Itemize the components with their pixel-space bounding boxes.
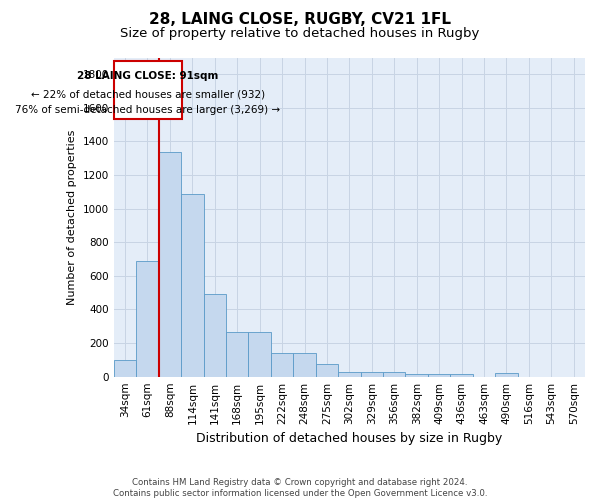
X-axis label: Distribution of detached houses by size in Rugby: Distribution of detached houses by size … [196, 432, 503, 445]
Bar [316, 364, 338, 376]
Text: ← 22% of detached houses are smaller (932): ← 22% of detached houses are smaller (93… [31, 90, 265, 100]
Bar [406, 374, 428, 376]
Bar [136, 261, 158, 376]
Text: 28 LAING CLOSE: 91sqm: 28 LAING CLOSE: 91sqm [77, 71, 219, 81]
Bar [293, 353, 316, 376]
Bar [114, 360, 136, 376]
Bar [428, 374, 451, 376]
Bar [203, 294, 226, 376]
Bar [495, 374, 518, 376]
Bar [271, 353, 293, 376]
Bar [338, 372, 361, 376]
Bar [158, 152, 181, 376]
Text: 76% of semi-detached houses are larger (3,269) →: 76% of semi-detached houses are larger (… [16, 106, 281, 116]
Text: Contains HM Land Registry data © Crown copyright and database right 2024.
Contai: Contains HM Land Registry data © Crown c… [113, 478, 487, 498]
Bar [181, 194, 203, 376]
Text: 28, LAING CLOSE, RUGBY, CV21 1FL: 28, LAING CLOSE, RUGBY, CV21 1FL [149, 12, 451, 28]
Y-axis label: Number of detached properties: Number of detached properties [67, 130, 77, 305]
Bar [383, 372, 406, 376]
Bar [451, 374, 473, 376]
Bar [361, 372, 383, 376]
Text: Size of property relative to detached houses in Rugby: Size of property relative to detached ho… [121, 28, 479, 40]
Bar [248, 332, 271, 376]
FancyBboxPatch shape [114, 61, 182, 119]
Bar [226, 332, 248, 376]
